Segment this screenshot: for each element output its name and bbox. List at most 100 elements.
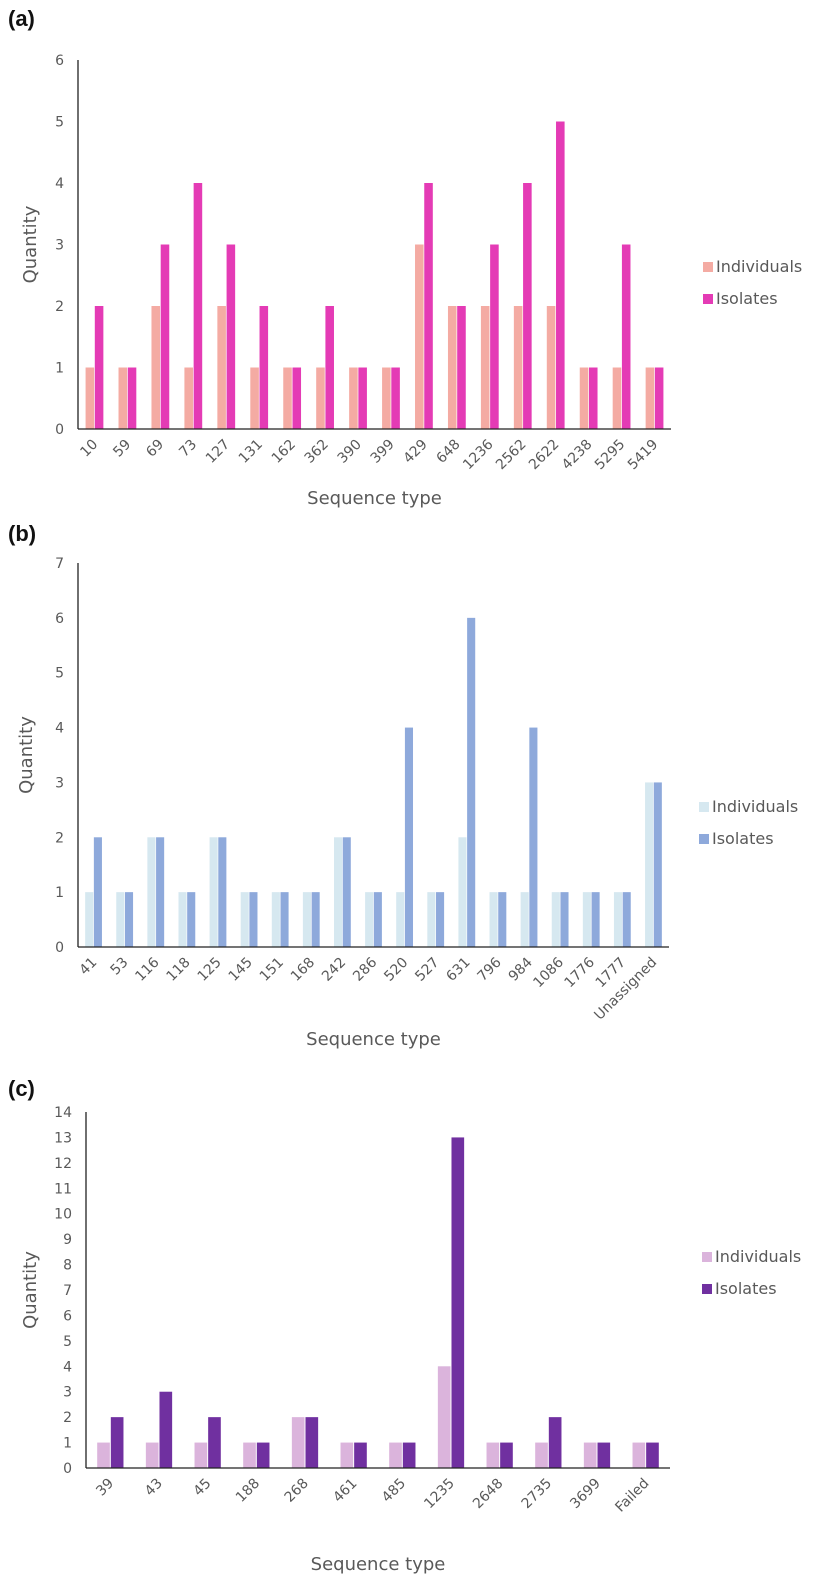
bar-isolates-362 bbox=[325, 306, 334, 429]
x-tick-label: 168 bbox=[288, 955, 318, 985]
y-tick-label: 0 bbox=[55, 422, 64, 438]
y-tick-label: 1 bbox=[55, 885, 64, 901]
y-axis-title: Quantity bbox=[20, 205, 41, 283]
bar-individuals-69 bbox=[151, 306, 161, 429]
y-tick-label: 5 bbox=[55, 666, 64, 682]
bar-individuals-188 bbox=[243, 1442, 256, 1468]
bar-individuals-131 bbox=[250, 367, 259, 429]
bar-individuals-286 bbox=[365, 892, 374, 947]
bar-isolates-69 bbox=[160, 244, 170, 429]
legend-swatch bbox=[702, 1284, 712, 1294]
legend-swatch bbox=[699, 802, 709, 812]
bar-isolates-118 bbox=[187, 892, 196, 947]
x-tick-label: Failed bbox=[612, 1476, 652, 1516]
bar-individuals-127 bbox=[217, 306, 226, 429]
bar-individuals-failed bbox=[632, 1442, 646, 1468]
bar-individuals-461 bbox=[340, 1442, 354, 1468]
y-tick-label: 11 bbox=[54, 1181, 72, 1197]
legend-label: Individuals bbox=[715, 1247, 801, 1266]
x-tick-label: 145 bbox=[226, 955, 256, 985]
y-tick-label: 10 bbox=[54, 1207, 72, 1223]
legend-label: Isolates bbox=[712, 829, 774, 848]
bar-isolates-116 bbox=[156, 837, 165, 947]
bar-isolates-429 bbox=[424, 183, 433, 429]
chart-panel-c: (c) 0 1 2 3 4 5 6 7 8 9 10 11 12 13 14 39 43 45 188 268 461 4… bbox=[0, 1070, 820, 1584]
panel-label: (a) bbox=[8, 6, 35, 31]
bar-individuals-796 bbox=[489, 892, 498, 947]
x-tick-label: 151 bbox=[257, 955, 287, 985]
y-tick-label: 8 bbox=[63, 1258, 72, 1274]
x-tick-label: 390 bbox=[335, 437, 365, 467]
bar-isolates-242 bbox=[342, 837, 351, 947]
bar-isolates-1235 bbox=[451, 1137, 465, 1468]
x-tick-label: 118 bbox=[163, 955, 193, 985]
y-tick-label: 3 bbox=[55, 775, 64, 791]
x-tick-label: 39 bbox=[93, 1476, 117, 1500]
y-tick-label: 2 bbox=[63, 1410, 72, 1426]
bar-isolates-162 bbox=[292, 367, 302, 429]
bar-isolates-145 bbox=[249, 892, 258, 947]
y-tick-label: 14 bbox=[54, 1105, 72, 1121]
panel-label: (c) bbox=[8, 1076, 35, 1101]
x-tick-label: 1236 bbox=[460, 436, 497, 473]
x-tick-label: 73 bbox=[176, 437, 200, 461]
x-tick-label: 127 bbox=[203, 437, 233, 467]
bar-individuals-151 bbox=[271, 892, 280, 947]
bar-individuals-145 bbox=[240, 892, 249, 947]
bar-isolates-2648 bbox=[500, 1442, 513, 1468]
x-tick-label: 45 bbox=[191, 1476, 215, 1500]
y-tick-label: 4 bbox=[55, 721, 64, 737]
bar-individuals-527 bbox=[427, 892, 436, 947]
y-tick-label: 6 bbox=[63, 1308, 72, 1324]
bar-isolates-648 bbox=[457, 306, 466, 429]
bar-individuals-4238 bbox=[579, 367, 589, 429]
y-tick-label: 0 bbox=[63, 1461, 72, 1477]
bar-isolates-188 bbox=[256, 1442, 270, 1468]
x-tick-label: 648 bbox=[433, 437, 463, 467]
bar-isolates-59 bbox=[127, 367, 137, 429]
y-tick-label: 2 bbox=[55, 299, 64, 315]
bar-isolates-2735 bbox=[548, 1417, 562, 1468]
x-tick-label: 3699 bbox=[567, 1476, 604, 1513]
y-tick-label: 6 bbox=[55, 611, 64, 627]
bar-isolates-127 bbox=[226, 244, 236, 429]
bar-individuals-39 bbox=[97, 1442, 110, 1468]
bar-individuals-520 bbox=[396, 892, 405, 947]
bar-individuals-631 bbox=[458, 837, 467, 947]
bar-isolates-390 bbox=[358, 367, 367, 429]
bar-individuals-53 bbox=[116, 892, 125, 947]
bar-isolates-527 bbox=[436, 892, 445, 947]
x-tick-label: 2648 bbox=[470, 1476, 507, 1513]
x-tick-label: 2735 bbox=[519, 1476, 556, 1513]
bar-isolates-4238 bbox=[588, 367, 598, 429]
bar-isolates-131 bbox=[259, 306, 269, 429]
panel-label: (b) bbox=[8, 521, 37, 546]
y-tick-label: 1 bbox=[55, 361, 64, 377]
bar-individuals-2562 bbox=[513, 306, 523, 429]
y-tick-label: 3 bbox=[63, 1385, 72, 1401]
bar-isolates-53 bbox=[124, 892, 134, 947]
legend-label: Individuals bbox=[712, 797, 798, 816]
bar-isolates-631 bbox=[467, 617, 476, 947]
y-axis-title: Quantity bbox=[16, 716, 37, 794]
legend-label: Isolates bbox=[716, 289, 778, 308]
legend-swatch bbox=[703, 294, 713, 304]
bar-individuals-125 bbox=[209, 837, 218, 947]
x-tick-label: 125 bbox=[195, 955, 225, 985]
x-tick-label: 10 bbox=[77, 437, 101, 461]
x-tick-label: 53 bbox=[108, 955, 132, 979]
bar-individuals-59 bbox=[118, 367, 128, 429]
x-tick-label: 461 bbox=[330, 1476, 360, 1506]
x-tick-label: 1776 bbox=[562, 954, 599, 991]
bar-isolates-failed bbox=[646, 1442, 659, 1468]
bar-individuals-485 bbox=[389, 1442, 402, 1468]
bar-isolates-45 bbox=[208, 1417, 221, 1468]
bar-individuals-5419 bbox=[645, 367, 655, 429]
y-tick-label: 4 bbox=[63, 1359, 72, 1375]
bar-individuals-1776 bbox=[582, 892, 591, 947]
bar-individuals-1236 bbox=[480, 306, 490, 429]
legend-label: Individuals bbox=[716, 257, 802, 276]
x-tick-label: 41 bbox=[76, 955, 100, 979]
bar-isolates-1777 bbox=[622, 892, 631, 947]
